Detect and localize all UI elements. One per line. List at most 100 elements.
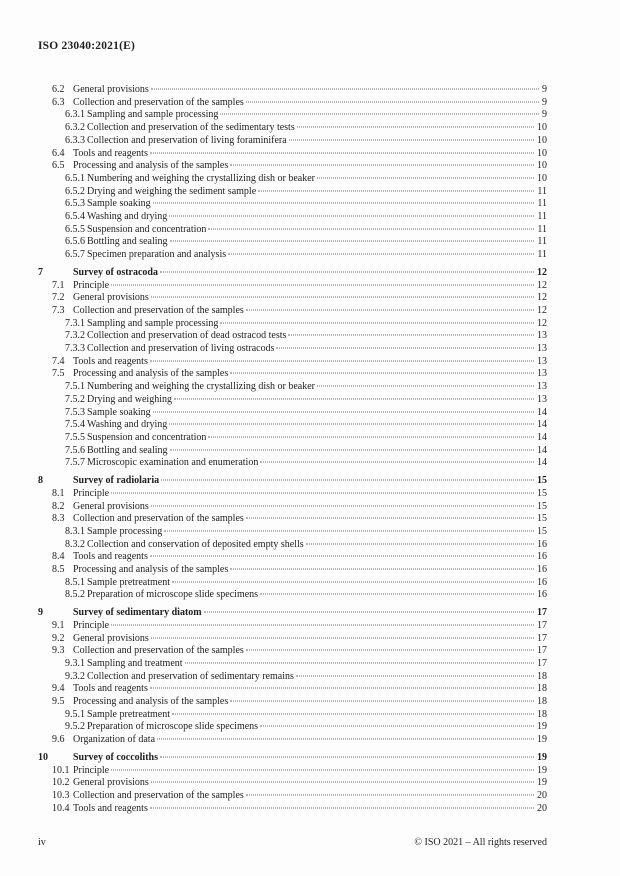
toc-entry-page: 11 [537, 198, 547, 210]
dot-leader [245, 308, 534, 311]
toc-entry-title: General provisions [73, 500, 149, 512]
toc-entry-page: 11 [537, 185, 547, 197]
toc-entry: 7.1 Principle 12 [38, 280, 547, 293]
toc-entry-number: 7.3.1 [65, 317, 85, 329]
dot-leader [152, 410, 534, 413]
toc-entry: 9.3.1 Sampling and treatment 17 [38, 658, 547, 671]
toc-entry-page: 15 [537, 525, 547, 537]
dot-leader [230, 372, 534, 374]
toc-entry-page: 19 [537, 751, 547, 763]
toc-entry-title: Bottling and sealing [87, 444, 168, 456]
toc-entry: 7.5.2 Drying and weighing 13 [38, 394, 547, 407]
toc-entry: 7 Survey of ostracoda 12 [38, 267, 547, 280]
toc-entry-page: 10 [537, 172, 547, 184]
toc-entry-page: 12 [537, 279, 547, 291]
toc-entry-page: 17 [537, 632, 547, 644]
toc-entry: 7.4 Tools and reagents 13 [38, 356, 547, 369]
toc-entry-number: 6.5.4 [65, 211, 85, 223]
toc-entry-title: Suspension and concentration [87, 223, 207, 235]
toc-entry-number: 8.4 [52, 551, 65, 563]
dot-leader [220, 113, 539, 115]
toc-entry: 7.5.3 Sample soaking 14 [38, 407, 547, 420]
toc-entry: 6.3 Collection and preservation of the s… [38, 97, 547, 110]
toc-entry-title: Survey of coccoliths [73, 751, 158, 763]
toc-entry-title: Suspension and concentration [87, 431, 207, 443]
toc-entry-page: 13 [537, 393, 547, 405]
toc-entry: 9.4 Tools and reagents 18 [38, 683, 547, 696]
dot-leader [150, 781, 534, 783]
toc-entry-number: 7.2 [52, 292, 65, 304]
dot-leader [296, 126, 534, 128]
toc-entry-title: Collection and preservation of the sampl… [73, 96, 244, 108]
toc-entry: 9.3.2 Collection and preservation of sed… [38, 671, 547, 684]
dot-leader [228, 253, 535, 255]
toc-entry: 8.2 General provisions 15 [38, 501, 547, 514]
toc-entry-page: 12 [537, 266, 547, 278]
dot-leader [169, 448, 534, 451]
dot-leader [260, 725, 534, 727]
dot-leader [260, 593, 534, 595]
toc-entry-title: Principle [73, 764, 110, 776]
toc-entry-page: 13 [537, 330, 547, 342]
toc-entry-title: Tools and reagents [73, 683, 148, 695]
toc-entry-number: 7.3.2 [65, 330, 85, 342]
footer-page-number: iv [38, 837, 46, 848]
toc-entry: 7.3.2 Collection and preservation of dea… [38, 330, 547, 343]
toc-entry-title: Preparation of microscope slide specimen… [87, 721, 259, 733]
dot-leader [208, 435, 534, 438]
toc-entry: 6.5.5 Suspension and concentration 11 [38, 224, 547, 237]
dot-leader [169, 423, 534, 425]
toc-entry: 6.5.3 Sample soaking 11 [38, 198, 547, 211]
dot-leader [258, 189, 535, 192]
dot-leader [276, 347, 534, 349]
toc-entry-page: 16 [537, 551, 547, 563]
toc-entry-title: Drying and weighing the sediment sample [87, 185, 257, 197]
toc-entry-title: General provisions [73, 632, 149, 644]
toc-entry-title: Sampling and treatment [87, 657, 183, 669]
toc-entry: 8.5.1 Sample pretreatment 16 [38, 577, 547, 590]
toc-entry: 8.5 Processing and analysis of the sampl… [38, 564, 547, 577]
toc-entry: 6.5.1 Numbering and weighing the crystal… [38, 173, 547, 186]
dot-leader [208, 227, 535, 230]
toc-entry-page: 10 [537, 160, 547, 172]
toc-entry-number: 8.3.2 [65, 538, 85, 550]
document-footer: iv © ISO 2021 – All rights reserved [38, 837, 547, 848]
toc-entry-title: Bottling and sealing [87, 236, 168, 248]
toc-entry: 7.5.5 Suspension and concentration 14 [38, 432, 547, 445]
toc-entry-page: 12 [537, 292, 547, 304]
toc-entry-page: 19 [537, 764, 547, 776]
dot-leader [111, 283, 534, 286]
toc-entry-number: 8.1 [52, 487, 65, 499]
toc-entry: 8.4 Tools and reagents 16 [38, 551, 547, 564]
dot-leader [288, 138, 534, 141]
toc-entry-page: 11 [537, 236, 547, 248]
toc-entry-page: 18 [537, 708, 547, 720]
toc-entry: 6.5.7 Specimen preparation and analysis … [38, 249, 547, 262]
toc-entry: 9.3 Collection and preservation of the s… [38, 645, 547, 658]
toc-entry-page: 16 [537, 538, 547, 550]
dot-leader [169, 215, 535, 217]
toc-entry-page: 20 [537, 789, 547, 801]
toc-entry-page: 10 [537, 134, 547, 146]
toc-entry-page: 16 [537, 564, 547, 576]
toc-entry-page: 13 [537, 343, 547, 355]
toc-entry-title: Collection and preservation of the sampl… [73, 304, 244, 316]
dot-leader [160, 755, 534, 758]
toc-entry: 9.5.2 Preparation of microscope slide sp… [38, 721, 547, 734]
toc-entry-number: 10 [38, 751, 48, 763]
toc-entry: 6.2 General provisions 9 [38, 84, 547, 97]
toc-entry: 6.5.6 Bottling and sealing 11 [38, 236, 547, 249]
toc-entry-number: 7 [38, 266, 43, 278]
toc-entry-page: 15 [537, 475, 547, 487]
dot-leader [317, 176, 534, 179]
toc-entry-page: 14 [537, 419, 547, 431]
toc-entry-title: Collection and preservation of dead ostr… [87, 330, 287, 342]
toc-entry: 7.5.1 Numbering and weighing the crystal… [38, 381, 547, 394]
toc-entry-page: 16 [537, 576, 547, 588]
toc-entry-page: 19 [537, 734, 547, 746]
toc-entry: 8.5.2 Preparation of microscope slide sp… [38, 589, 547, 602]
toc-entry-title: Collection and preservation of living fo… [87, 134, 287, 146]
dot-leader [149, 555, 534, 557]
dot-leader [149, 359, 534, 362]
toc-entry-title: General provisions [73, 777, 149, 789]
